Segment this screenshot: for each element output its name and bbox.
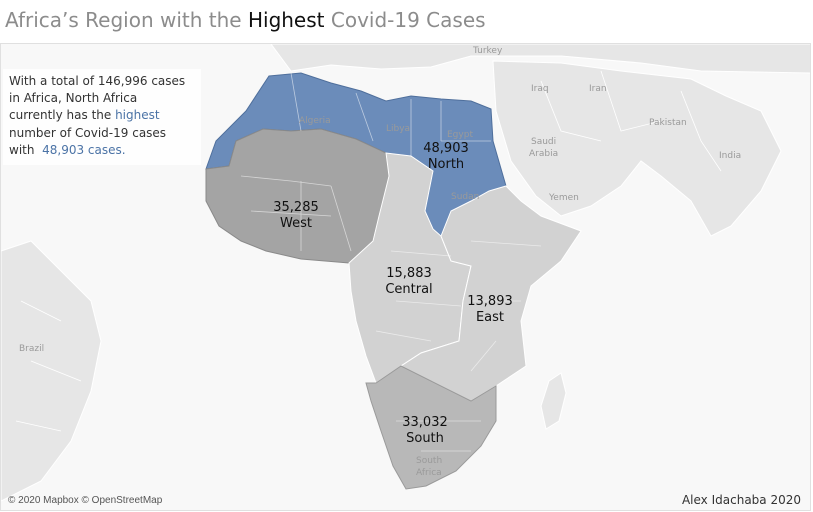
place-sudan: Sudan	[451, 192, 479, 202]
label-south-name: South	[406, 431, 444, 446]
label-central[interactable]: 15,883 Central	[378, 266, 440, 298]
summary-text: With a total of	[9, 74, 98, 88]
region-west[interactable]	[205, 128, 390, 264]
place-yemen: Yemen	[548, 193, 579, 203]
label-central-name: Central	[385, 282, 433, 297]
label-north-cases: 48,903	[423, 141, 469, 156]
place-south-africa-1: South	[416, 456, 442, 466]
title-highlight: Highest	[247, 8, 325, 32]
background-land	[1, 44, 810, 502]
place-saudi-1: Saudi	[531, 137, 556, 147]
label-east-cases: 13,893	[467, 294, 513, 309]
place-names: Turkey Iraq Iran Pakistan India Saudi Ar…	[19, 46, 741, 478]
south-america-landmass	[1, 240, 102, 502]
region-south[interactable]	[365, 365, 497, 490]
title-suffix: Covid-19 Cases	[324, 8, 486, 32]
madagascar	[540, 372, 567, 430]
africa-country-borders	[240, 72, 542, 452]
map-attribution[interactable]: © 2020 Mapbox © OpenStreetMap	[8, 495, 163, 506]
place-south-africa-2: Africa	[416, 468, 442, 478]
place-iraq: Iraq	[531, 84, 549, 94]
label-west-name: West	[280, 216, 312, 231]
summary-total: 146,996	[97, 74, 148, 88]
place-pakistan: Pakistan	[649, 118, 687, 128]
summary-north-cases: 48,903 cases.	[42, 142, 126, 157]
map-title: Africa’s Region with the Highest Covid-1…	[5, 8, 486, 32]
place-iran: Iran	[589, 84, 607, 94]
label-south[interactable]: 33,032 South	[396, 415, 454, 447]
summary-annotation: With a total of 146,996 cases in Africa,…	[3, 69, 201, 165]
europe-landmass	[270, 44, 810, 74]
label-south-cases: 33,032	[402, 415, 448, 430]
summary-text: number of Covid-19 cases	[9, 125, 167, 140]
title-prefix: Africa’s Region with the	[5, 8, 248, 32]
place-saudi-2: Arabia	[529, 149, 558, 159]
africa-map[interactable]: Turkey Iraq Iran Pakistan India Saudi Ar…	[1, 44, 811, 511]
label-west-cases: 35,285	[273, 200, 319, 215]
place-india: India	[719, 151, 741, 161]
summary-text: in Africa, North Africa	[9, 91, 138, 106]
country-borders-bg	[15, 70, 722, 432]
summary-highlight: highest	[115, 108, 160, 123]
label-north[interactable]: 48,903 North	[416, 141, 476, 173]
summary-text: currently has the	[9, 108, 116, 123]
label-north-name: North	[427, 157, 465, 172]
label-central-cases: 15,883	[386, 266, 432, 281]
map-view[interactable]: Turkey Iraq Iran Pakistan India Saudi Ar…	[0, 43, 811, 511]
region-east[interactable]	[399, 185, 582, 402]
middle-east-landmass	[492, 60, 782, 237]
label-east[interactable]: 13,893 East	[461, 294, 519, 326]
summary-text: cases	[147, 74, 186, 88]
summary-text: with	[9, 142, 39, 157]
place-brazil: Brazil	[19, 344, 44, 354]
place-egypt: Egypt	[447, 130, 473, 140]
place-algeria: Algeria	[299, 116, 331, 126]
place-libya: Libya	[386, 124, 410, 134]
author-credit: Alex Idachaba 2020	[681, 493, 801, 507]
label-east-name: East	[475, 310, 505, 325]
label-west[interactable]: 35,285 West	[266, 200, 326, 232]
place-turkey: Turkey	[472, 46, 503, 56]
